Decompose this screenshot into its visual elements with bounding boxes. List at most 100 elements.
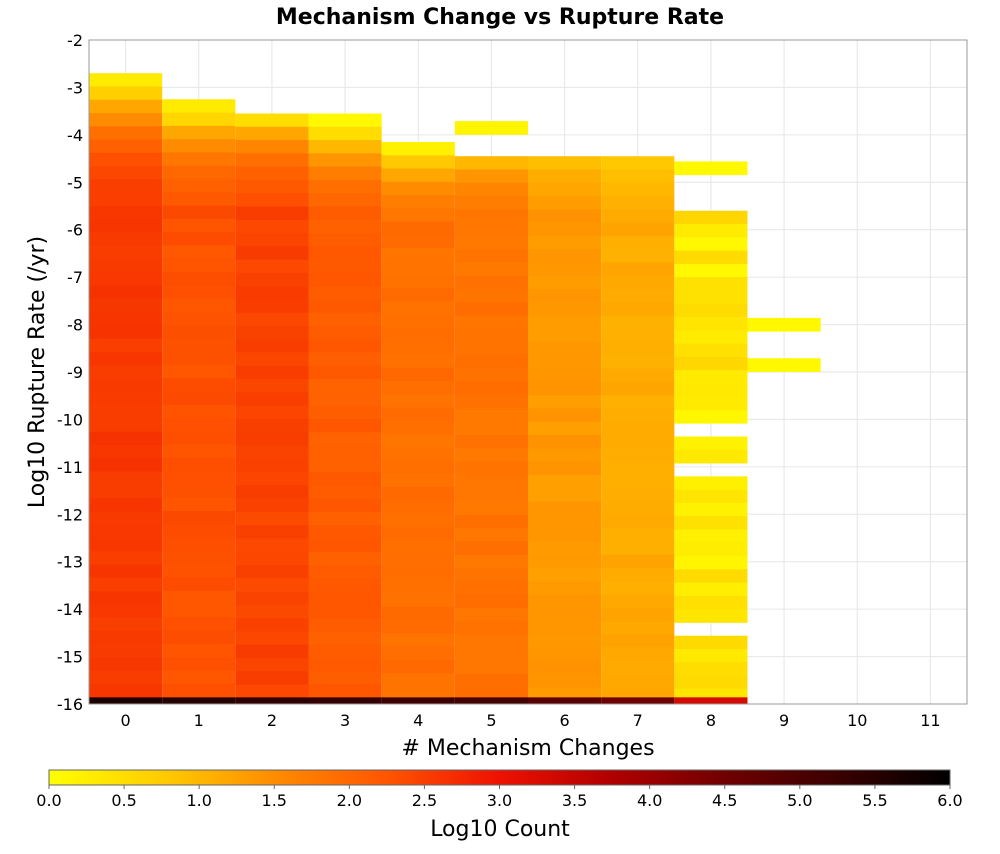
x-tick-label: 8 [706,711,716,730]
heatmap-cell [674,409,748,424]
heatmap-cell [454,581,528,595]
heatmap-cell [381,381,455,395]
heatmap-cell [89,484,163,499]
heatmap-cell [89,285,163,300]
heatmap-cell [601,594,675,609]
heatmap-cell [747,317,821,332]
heatmap-cell [235,126,309,141]
heatmap-cell [89,445,163,459]
heatmap-cell [89,206,163,220]
heatmap-cell [162,524,236,538]
heatmap-cell [235,485,309,500]
heatmap-cell [528,342,602,356]
heatmap-cell [162,311,236,326]
heatmap-cell [308,140,382,154]
y-tick-label: -11 [57,458,83,477]
heatmap-cell [381,327,455,342]
heatmap-cell [235,578,309,592]
heatmap-cell [235,259,309,274]
colorbar-tick-labels: 0.0 0.5 1.0 1.5 2.0 2.5 3.0 3.5 4.0 4.5 5.0 5.5 6.0 [36,785,963,810]
y-tick-label: -15 [57,648,83,667]
heatmap-cell [528,169,602,184]
y-tick-label: -6 [67,221,83,240]
heatmap-cell [601,275,675,290]
heatmap-cell [381,288,455,302]
heatmap-cell [162,271,236,286]
heatmap-cell [454,315,528,330]
heatmap-cell [235,472,309,486]
heatmap-cell [89,325,163,340]
heatmap-cell [162,245,236,260]
heatmap-cell [308,578,382,592]
heatmap-cell [162,497,236,512]
heatmap-cell [674,449,748,464]
heatmap-cell [528,501,602,516]
heatmap-cell [601,235,675,250]
heatmap-cell [89,113,163,127]
heatmap-cell [308,618,382,632]
heatmap-cell [308,538,382,553]
heatmap-cell [162,404,236,419]
heatmap-cell [528,395,602,409]
heatmap-cell [528,554,602,569]
heatmap-cell [162,165,236,180]
heatmap-cell [674,436,748,451]
heatmap-cell [308,299,382,314]
heatmap-cell [89,166,163,180]
heatmap-cell [601,342,675,356]
heatmap-cell [89,644,163,658]
heatmap-cell [235,604,309,619]
heatmap-cell [89,511,163,526]
heatmap-cell [528,541,602,555]
y-tick-label: -13 [57,553,83,572]
heatmap-cell [674,516,748,530]
heatmap-cell [454,368,528,383]
heatmap-cell [381,473,455,488]
heatmap-cell [674,582,748,597]
heatmap-cell [601,488,675,502]
heatmap-cell [528,275,602,290]
heatmap-cell [601,461,675,476]
heatmap-cell [89,458,163,472]
heatmap-cell [162,657,236,671]
heatmap-cell [89,684,163,698]
heatmap-cell [89,378,163,393]
heatmap-cell [162,178,236,193]
heatmap-cell [601,501,675,516]
heatmap-cell [454,421,528,436]
heatmap-cell [528,634,602,648]
heatmap-cell [528,594,602,609]
heatmap-cell [454,302,528,316]
heatmap-cell [528,697,602,705]
heatmap-cell [674,529,748,544]
heatmap-cell [674,609,748,623]
heatmap-cell [528,262,602,277]
heatmap-cell [235,140,309,154]
heatmap-cell [454,328,528,343]
heatmap-cell [89,604,163,619]
heatmap-cell [528,514,602,529]
heatmap-cell [162,630,236,645]
heatmap-cell [308,458,382,473]
heatmap-cell [308,551,382,566]
colorbar-tick-label: 0.0 [36,791,61,810]
heatmap-cell [235,379,309,393]
heatmap-cell [89,617,163,632]
heatmap-cell [235,631,309,646]
heatmap-cell [454,514,528,529]
heatmap-cell [674,263,748,278]
heatmap-cell [89,152,163,167]
heatmap-cell [89,670,163,685]
heatmap-cell [89,338,163,353]
plot-frame [88,39,968,705]
heatmap-cell [162,325,236,339]
y-tick-label: -8 [67,316,83,335]
heatmap-cell [528,421,602,436]
heatmap-cell [454,169,528,184]
heatmap-cell [89,245,163,260]
colorbar-tick-label: 2.5 [412,791,437,810]
heatmap-cell [674,330,748,344]
y-tick-label: -5 [67,173,83,192]
heatmap-cell [89,232,163,247]
heatmap-cell [308,644,382,659]
